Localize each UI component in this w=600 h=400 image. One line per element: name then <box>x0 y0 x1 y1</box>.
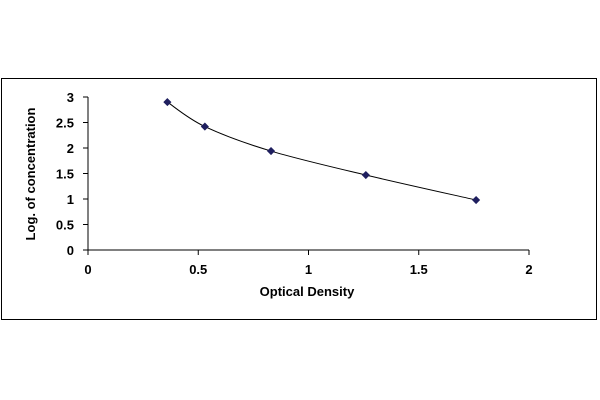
x-tick-label: 0.5 <box>189 262 207 277</box>
x-tick-label: 0 <box>84 262 91 277</box>
chart-frame <box>1 78 597 320</box>
y-tick-label: 1 <box>67 192 74 207</box>
trend-line <box>167 101 477 201</box>
x-axis-ticks: 0 0.5 1 1.5 2 <box>84 250 533 277</box>
y-tick-label: 1.5 <box>56 167 74 182</box>
data-point <box>266 146 276 156</box>
x-axis-title: Optical Density <box>260 284 355 299</box>
data-point <box>200 122 209 131</box>
data-points <box>163 98 481 205</box>
data-point <box>361 170 370 180</box>
y-axis-title: Log. of concentration <box>23 108 38 241</box>
y-tick-label: 0.5 <box>56 218 74 233</box>
axes <box>87 97 529 251</box>
data-point <box>163 98 172 107</box>
y-tick-label: 3 <box>67 90 74 105</box>
y-axis-ticks: 0 0.5 1 1.5 2 2.5 3 <box>56 90 88 258</box>
data-point <box>472 195 481 205</box>
y-tick-label: 2.5 <box>56 116 74 131</box>
x-tick-label: 2 <box>525 262 532 277</box>
x-tick-label: 1 <box>305 262 312 277</box>
x-tick-label: 1.5 <box>410 262 428 277</box>
y-tick-label: 2 <box>67 141 74 156</box>
y-tick-label: 0 <box>67 243 74 258</box>
